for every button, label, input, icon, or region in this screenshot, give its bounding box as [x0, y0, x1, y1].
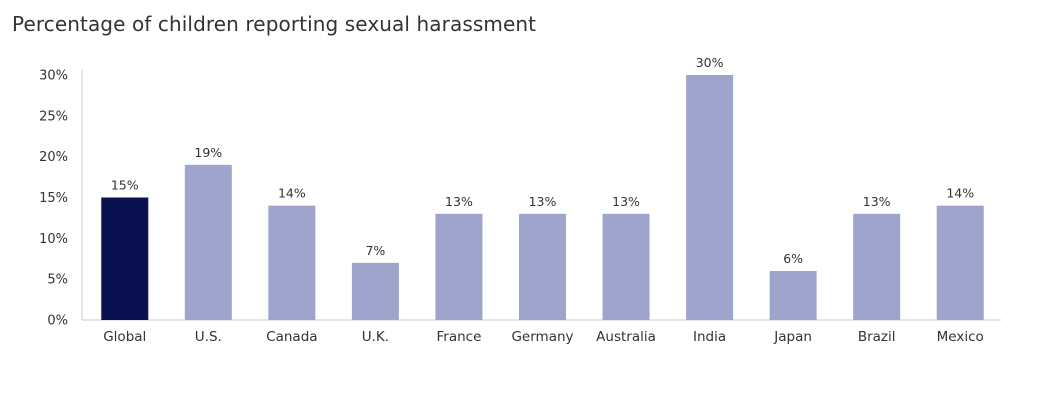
category-label: Global — [103, 329, 146, 345]
bar-japan — [769, 271, 817, 320]
category-label: U.K. — [362, 329, 389, 345]
category-label: France — [437, 329, 482, 345]
bar-global — [101, 197, 149, 320]
bar-u-k — [351, 262, 399, 320]
data-label: 14% — [278, 186, 306, 201]
category-label: Japan — [773, 329, 812, 345]
y-tick-label: 15% — [39, 191, 68, 206]
bar-france — [435, 213, 483, 320]
category-label: India — [693, 329, 726, 345]
y-axis: 0% 5% 10% 15% 20% 25% 30% — [39, 69, 83, 329]
data-label: 13% — [612, 194, 640, 209]
chart-title: Percentage of children reporting sexual … — [12, 12, 537, 36]
bar-mexico — [936, 205, 984, 320]
data-label: 19% — [194, 145, 222, 160]
y-tick-label: 10% — [39, 232, 68, 247]
category-label: Canada — [266, 329, 317, 345]
bar-germany — [519, 213, 566, 320]
y-tick-label: 0% — [47, 314, 68, 329]
category-label: Australia — [596, 329, 656, 345]
data-label: 13% — [445, 194, 473, 209]
data-label: 6% — [783, 251, 803, 266]
bar-australia — [602, 213, 650, 320]
y-tick-label: 25% — [39, 109, 68, 124]
category-labels: Global U.S. Canada U.K. France Germany Austral… — [103, 329, 984, 345]
data-label: 15% — [111, 178, 139, 193]
bar-india — [686, 75, 734, 320]
bar-brazil — [853, 213, 901, 320]
y-tick-label: 5% — [47, 273, 68, 288]
y-tick-label: 30% — [39, 69, 68, 84]
data-label: 14% — [946, 186, 974, 201]
data-labels: 15% 19% 14% 7% 13% 13% 13% 30% 6% 13% 14% — [111, 55, 974, 266]
bar-canada — [268, 205, 316, 320]
y-tick-label: 20% — [39, 150, 68, 165]
category-label: U.S. — [195, 329, 222, 345]
data-label: 13% — [863, 194, 891, 209]
data-label: 13% — [529, 194, 557, 209]
category-label: Brazil — [858, 329, 896, 345]
data-label: 7% — [365, 243, 385, 258]
bar-u-s — [184, 164, 232, 320]
category-label: Mexico — [937, 329, 984, 345]
category-label: Germany — [511, 329, 573, 345]
data-label: 30% — [696, 55, 724, 70]
bars — [101, 75, 984, 320]
